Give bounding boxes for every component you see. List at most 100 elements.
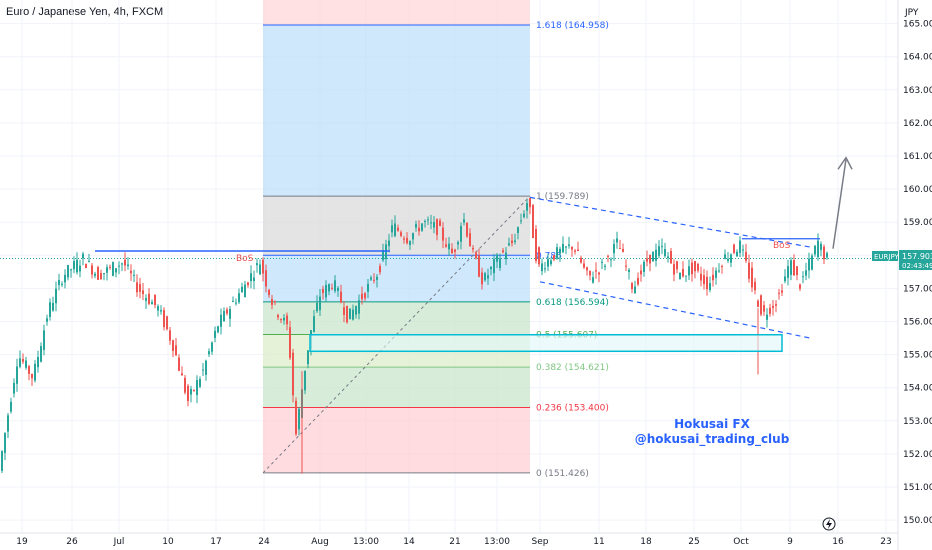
candle xyxy=(466,222,468,238)
candle xyxy=(415,220,417,232)
fib-level-label: 0 (151.426) xyxy=(536,469,589,479)
candle-body xyxy=(478,255,480,277)
candle-body xyxy=(214,330,216,338)
price-tick-label: 151.000 xyxy=(903,483,932,493)
candle xyxy=(427,216,429,225)
price-badge xyxy=(899,250,932,270)
candle xyxy=(133,269,135,283)
time-tick-label: 21 xyxy=(449,537,460,547)
candle-body xyxy=(118,265,120,267)
candle-body xyxy=(739,240,741,253)
candle xyxy=(553,254,555,262)
candle xyxy=(229,306,231,327)
candle-body xyxy=(334,280,336,292)
candle-body xyxy=(409,241,411,245)
candle xyxy=(751,261,753,292)
fib-level-label: 1 (159.789) xyxy=(536,192,589,202)
candle xyxy=(661,238,663,255)
price-badge-countdown: 02:43:49 xyxy=(902,262,932,270)
candle-body xyxy=(142,290,144,295)
price-tick-label: 154.000 xyxy=(903,384,932,394)
candle-body xyxy=(151,301,153,305)
candle xyxy=(160,305,162,315)
candle-body xyxy=(565,246,567,248)
candle xyxy=(235,298,237,306)
candle-body xyxy=(331,287,333,289)
replay-icon[interactable] xyxy=(822,517,836,531)
candle-body xyxy=(157,306,159,311)
candle-body xyxy=(10,401,12,412)
price-tick-label: 165.000 xyxy=(903,20,932,30)
candle xyxy=(364,292,366,302)
candle-body xyxy=(175,345,177,356)
candle xyxy=(421,222,423,232)
candle-body xyxy=(268,289,270,296)
price-tick-label: 156.000 xyxy=(903,318,932,328)
candle-body xyxy=(25,360,27,368)
candle-body xyxy=(196,380,198,396)
candle xyxy=(103,273,105,281)
fib-level-label: 0.618 (156.594) xyxy=(536,298,609,308)
candle-body xyxy=(148,293,150,304)
candle xyxy=(67,264,69,281)
fibonacci-retracement[interactable]: 1.618 (164.958) 1 (159.789) 0.786 0.618 (15… xyxy=(262,0,609,479)
candle-body xyxy=(466,222,468,237)
candle xyxy=(727,251,729,264)
candle-body xyxy=(88,260,90,262)
price-axis[interactable]: JPY xyxy=(904,8,919,18)
candle-body xyxy=(238,293,240,303)
candle xyxy=(808,252,810,279)
candle-body xyxy=(220,314,222,327)
candle-body xyxy=(55,288,57,304)
candle xyxy=(757,299,759,308)
candle-body xyxy=(343,307,345,315)
candle xyxy=(250,265,252,289)
candle-body xyxy=(352,309,354,320)
candle-body xyxy=(160,310,162,312)
candle-body xyxy=(622,248,624,252)
candle xyxy=(667,251,669,263)
price-tick-label: 150.000 xyxy=(903,516,932,526)
candle-body xyxy=(328,284,330,292)
candle-body xyxy=(586,267,588,271)
candle xyxy=(418,220,420,236)
candle xyxy=(154,294,156,309)
candle-body xyxy=(217,326,219,333)
drawings[interactable] xyxy=(0,156,898,353)
candle-body xyxy=(631,283,633,289)
candle xyxy=(130,264,132,281)
candle-body xyxy=(781,290,783,293)
candle xyxy=(538,246,540,267)
candle-body xyxy=(778,292,780,294)
candle xyxy=(577,241,579,252)
candle xyxy=(25,356,27,370)
candle xyxy=(676,260,678,274)
candle xyxy=(403,236,405,244)
candle-body xyxy=(727,258,729,261)
candle-body xyxy=(634,286,636,294)
candle-body xyxy=(715,270,717,278)
candle-body xyxy=(574,250,576,252)
candle-body xyxy=(163,310,165,328)
candle-body xyxy=(823,246,825,260)
candle-body xyxy=(598,272,600,275)
candle xyxy=(406,232,408,245)
candle xyxy=(391,219,393,238)
candle-body xyxy=(127,264,129,267)
candle-body xyxy=(250,273,252,282)
candle xyxy=(370,275,372,282)
candle xyxy=(226,307,228,316)
candle-body xyxy=(40,346,42,362)
candle-body xyxy=(613,244,615,254)
candle xyxy=(55,281,57,312)
candle-body xyxy=(211,342,213,352)
candle xyxy=(640,264,642,282)
candle-body xyxy=(637,278,639,285)
candle-body xyxy=(802,276,804,278)
candle-body xyxy=(34,363,36,381)
candle xyxy=(31,373,33,386)
price-tick-label: 153.000 xyxy=(903,417,932,427)
candle xyxy=(517,226,519,240)
candle xyxy=(100,269,102,280)
